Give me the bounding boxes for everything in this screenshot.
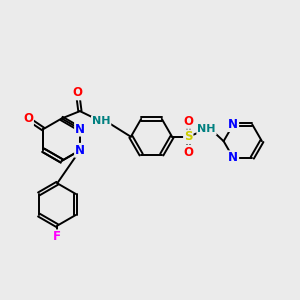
Text: F: F [53, 230, 61, 243]
Text: O: O [183, 115, 193, 128]
Text: O: O [183, 146, 193, 159]
Text: NH: NH [92, 116, 110, 126]
Text: N: N [228, 151, 238, 164]
Text: O: O [23, 112, 33, 125]
Text: NH: NH [197, 124, 216, 134]
Text: S: S [184, 130, 193, 143]
Text: N: N [75, 123, 85, 136]
Text: N: N [228, 118, 238, 131]
Text: O: O [73, 86, 82, 99]
Text: N: N [75, 144, 85, 157]
